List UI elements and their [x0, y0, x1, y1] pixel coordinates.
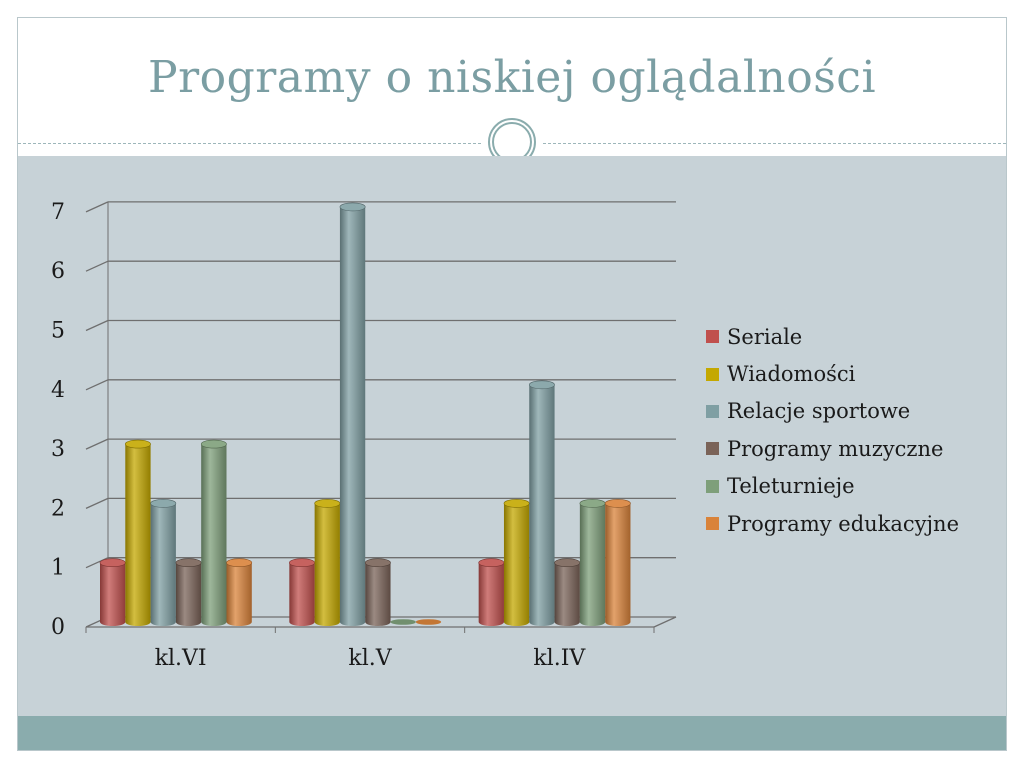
y-tick-label: 0 — [51, 615, 65, 640]
y-tick-label: 6 — [51, 259, 65, 284]
bar-top — [503, 499, 530, 508]
bar-top — [314, 499, 341, 508]
bar-top — [478, 558, 505, 568]
legend-label: Teleturnieje — [727, 474, 855, 499]
bar-body — [314, 503, 340, 626]
legend-label: Seriale — [727, 324, 803, 349]
bar-relacje-sportowe-2 — [528, 380, 555, 626]
bar-top — [175, 558, 202, 568]
legend-swatch — [706, 479, 719, 493]
grid-diagonal — [85, 379, 109, 391]
legend-swatch — [706, 367, 719, 381]
slide-title: Programy o niskiej oglądalności — [147, 52, 877, 103]
bar-top — [604, 499, 631, 508]
legend-item: Seriale — [706, 318, 959, 355]
bar-body — [478, 562, 504, 626]
bar-body — [175, 562, 202, 626]
legend-swatch — [706, 517, 719, 531]
bar-body — [339, 206, 366, 626]
bar-body — [605, 503, 631, 626]
bar-body — [529, 384, 555, 626]
bar-body — [503, 503, 530, 626]
legend-item: Relacje sportowe — [706, 393, 959, 430]
bar-top — [226, 558, 253, 568]
legend-label: Programy edukacyjne — [727, 511, 959, 536]
chart-bars — [99, 202, 631, 627]
grid-diagonal — [85, 497, 109, 509]
floor-right-edge — [653, 616, 677, 628]
x-tick-label: kl.V — [348, 646, 392, 671]
legend-label: Relacje sportowe — [727, 399, 911, 424]
grid-diagonal — [85, 557, 109, 569]
bar-body — [150, 503, 176, 626]
bar-top — [200, 439, 227, 449]
bar-top — [99, 558, 126, 568]
legend-swatch — [706, 404, 719, 418]
bar-zero — [390, 619, 416, 625]
x-axis-ticks: kl.VI kl.V kl.IV — [85, 627, 655, 671]
bar-wiadomo-ci-0 — [124, 439, 151, 626]
legend-swatch — [706, 330, 719, 344]
ornament-inner-ring — [492, 122, 532, 162]
bar-wiadomo-ci-2 — [503, 499, 530, 626]
bar-top — [579, 499, 606, 508]
bar-zero — [415, 619, 442, 625]
legend-item: Programy muzyczne — [706, 430, 959, 467]
bar-top — [554, 558, 581, 568]
bar-teleturnieje-2 — [579, 499, 606, 627]
bar-body — [365, 562, 391, 626]
legend-swatch — [706, 442, 719, 456]
bar-seriale-0 — [99, 558, 126, 626]
bar-top — [339, 202, 366, 212]
footer-band — [18, 716, 1006, 750]
y-tick-label: 7 — [51, 200, 65, 225]
grid-diagonal — [85, 260, 109, 272]
x-tick-label: kl.IV — [533, 646, 586, 671]
bar-body — [554, 562, 580, 626]
bar-teleturnieje-1 — [390, 619, 416, 625]
legend-item: Programy edukacyjne — [706, 505, 959, 542]
bar-programy-edukacyjne-2 — [604, 499, 631, 626]
y-tick-label: 2 — [51, 496, 65, 521]
y-tick-label: 5 — [51, 319, 65, 344]
legend-label: Wiadomości — [727, 362, 856, 387]
bar-top — [289, 558, 315, 568]
bar-top — [124, 439, 151, 449]
y-axis-ticks: 0 1 2 3 4 5 6 7 — [51, 200, 65, 640]
x-tick-label: kl.VI — [155, 646, 207, 671]
bar-top — [364, 558, 391, 568]
bar-wiadomo-ci-1 — [314, 499, 341, 626]
bar-top — [150, 499, 177, 508]
bar-relacje-sportowe-1 — [339, 202, 366, 626]
bar-body — [100, 562, 126, 626]
bar-body — [226, 562, 252, 626]
y-tick-label: 3 — [51, 437, 65, 462]
bar-seriale-1 — [289, 558, 315, 626]
legend-label: Programy muzyczne — [727, 436, 944, 461]
bar-seriale-2 — [478, 558, 505, 626]
y-tick-label: 1 — [51, 556, 65, 581]
grid-diagonal — [85, 438, 109, 450]
y-tick-label: 4 — [51, 378, 65, 403]
bar-programy-edukacyjne-1 — [415, 619, 442, 625]
bar-relacje-sportowe-0 — [150, 499, 177, 626]
grid-diagonal — [85, 319, 109, 332]
bar-teleturnieje-0 — [200, 439, 227, 626]
bar-programy-edukacyjne-0 — [226, 558, 253, 626]
bar-body — [579, 503, 606, 627]
bar-top — [528, 380, 555, 390]
legend-item: Wiadomości — [706, 355, 959, 392]
bar-body — [201, 444, 227, 626]
bar-programy-muzyczne-0 — [175, 558, 202, 626]
bar-body — [125, 444, 151, 626]
bar-programy-muzyczne-1 — [364, 558, 391, 626]
bar-body — [289, 562, 315, 626]
bar-programy-muzyczne-2 — [554, 558, 581, 626]
grid-diagonal — [85, 201, 109, 213]
chart-legend: Seriale Wiadomości Relacje sportowe Program… — [706, 318, 959, 542]
legend-item: Teleturnieje — [706, 468, 959, 505]
